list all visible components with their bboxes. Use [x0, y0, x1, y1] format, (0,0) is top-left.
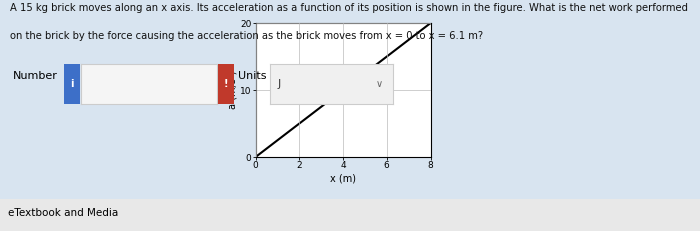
- Text: Number: Number: [13, 71, 57, 81]
- Text: i: i: [70, 79, 74, 89]
- Text: !: !: [224, 79, 228, 89]
- Text: eTextbook and Media: eTextbook and Media: [8, 208, 119, 218]
- Text: J: J: [277, 79, 281, 89]
- Text: on the brick by the force causing the acceleration as the brick moves from x = 0: on the brick by the force causing the ac…: [10, 31, 484, 41]
- X-axis label: x (m): x (m): [330, 173, 356, 183]
- Text: Units: Units: [238, 71, 267, 81]
- Text: A 15 kg brick moves along an x axis. Its acceleration as a function of its posit: A 15 kg brick moves along an x axis. Its…: [10, 3, 689, 13]
- Text: ∨: ∨: [376, 79, 383, 89]
- Y-axis label: a (m/s²): a (m/s²): [227, 71, 237, 109]
